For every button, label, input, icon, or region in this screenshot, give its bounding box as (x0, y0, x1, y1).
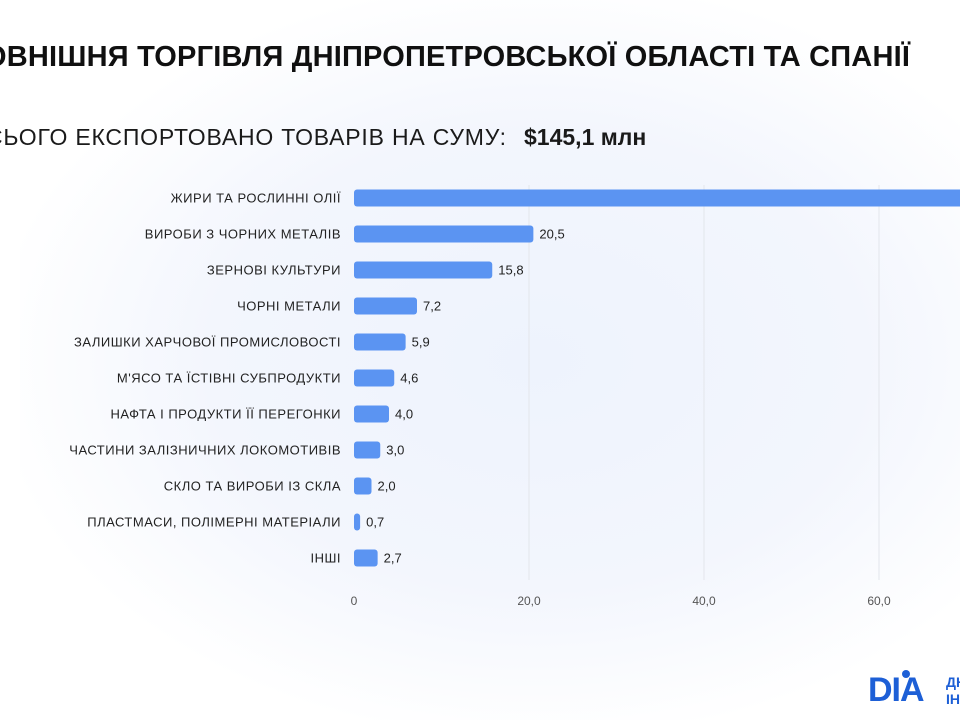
dia-logo-graphic: DIA ДН ІН (866, 668, 960, 709)
page-title: ОВНІШНЯ ТОРГІВЛЯ ДНІПРОПЕТРОВСЬКОЇ ОБЛАС… (0, 41, 911, 73)
logo-side-text-2: ІН (946, 691, 960, 707)
logo-side-text-1: ДН (946, 674, 960, 690)
value-label: 7,2 (423, 299, 441, 314)
bar (354, 189, 960, 207)
bar (354, 369, 395, 387)
category-label: ВИРОБИ З ЧОРНИХ МЕТАЛІВ (145, 227, 341, 242)
value-label: 5,9 (412, 335, 430, 350)
export-total-amount: $145,1 млн (524, 124, 647, 150)
export-total: СЬОГО ЕКСПОРТОВАНО ТОВАРІВ НА СУМУ: $145… (0, 124, 646, 151)
x-tick-label: 60,0 (867, 594, 891, 608)
value-label: 0,7 (366, 515, 384, 530)
value-label: 4,0 (395, 407, 413, 422)
value-label: 4,6 (400, 371, 418, 386)
value-label: 3,0 (386, 443, 404, 458)
category-label: М'ЯСО ТА ЇСТІВНІ СУБПРОДУКТИ (117, 371, 341, 386)
value-label: 20,5 (539, 227, 564, 242)
value-label: 15,8 (498, 263, 523, 278)
bar (354, 333, 406, 351)
category-label: СКЛО ТА ВИРОБИ ІЗ СКЛА (164, 479, 341, 494)
bar (354, 513, 361, 531)
category-label: НАФТА І ПРОДУКТИ ЇЇ ПЕРЕГОНКИ (111, 407, 341, 422)
x-tick-label: 0 (351, 594, 358, 608)
value-label: 2,7 (384, 551, 402, 566)
category-label: ЧАСТИНИ ЗАЛІЗНИЧНИХ ЛОКОМОТИВІВ (69, 443, 341, 458)
category-label: ЗЕРНОВІ КУЛЬТУРИ (207, 263, 341, 278)
category-label: ПЛАСТМАСИ, ПОЛІМЕРНІ МАТЕРІАЛИ (87, 515, 341, 530)
x-tick-label: 40,0 (692, 594, 716, 608)
logo-text: DIA (868, 671, 924, 709)
dia-logo: DIA ДН ІН (866, 668, 960, 710)
bar (354, 225, 534, 243)
category-label: ЖИРИ ТА РОСЛИННІ ОЛІЇ (171, 191, 341, 206)
category-label: ЧОРНІ МЕТАЛИ (237, 299, 341, 314)
export-total-label: СЬОГО ЕКСПОРТОВАНО ТОВАРІВ НА СУМУ: (0, 124, 507, 150)
bar (354, 297, 417, 315)
category-label: ЗАЛИШКИ ХАРЧОВОЇ ПРОМИСЛОВОСТІ (74, 335, 341, 350)
x-tick-label: 20,0 (517, 594, 541, 608)
bar (354, 477, 372, 495)
bar (354, 549, 378, 567)
bar (354, 441, 381, 459)
value-label: 2,0 (378, 479, 396, 494)
category-label: ІНШІ (310, 551, 341, 566)
bar (354, 261, 493, 279)
bar (354, 405, 389, 423)
